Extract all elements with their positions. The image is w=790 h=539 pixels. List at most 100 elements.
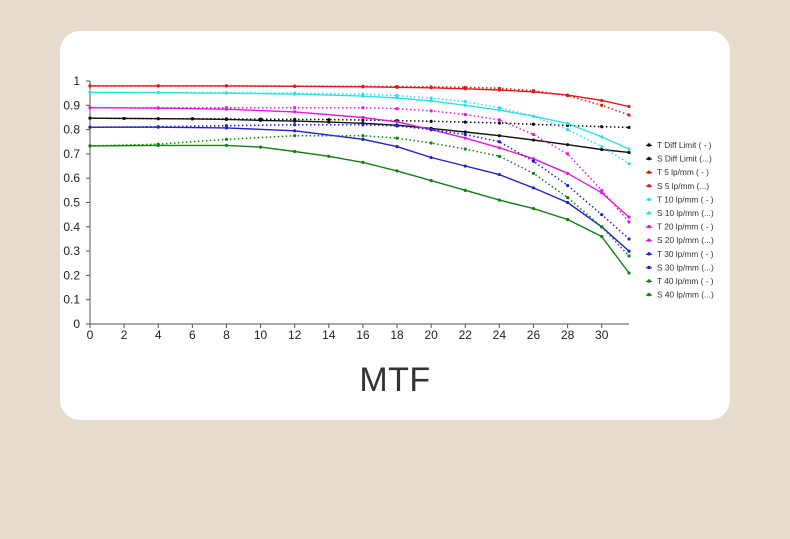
data-point — [627, 237, 631, 241]
data-point — [497, 140, 501, 144]
data-point — [293, 106, 297, 110]
data-point — [293, 84, 297, 88]
y-tick-label: 0.8 — [63, 123, 80, 137]
data-point — [429, 141, 433, 145]
data-point — [429, 179, 433, 183]
data-point — [395, 120, 399, 124]
data-point — [627, 147, 631, 151]
data-point — [429, 109, 433, 113]
data-point — [224, 106, 229, 110]
data-point — [190, 117, 194, 121]
data-point — [627, 220, 631, 224]
x-tick-label: 28 — [561, 328, 575, 342]
data-point — [224, 117, 229, 121]
y-tick-label: 1 — [73, 74, 80, 88]
data-point — [463, 147, 467, 151]
x-tick-label: 4 — [155, 328, 162, 342]
data-point — [627, 104, 631, 109]
data-point — [600, 103, 604, 107]
data-point — [293, 91, 297, 95]
data-point — [293, 134, 297, 138]
data-point — [497, 198, 501, 202]
y-tick-label: 0.3 — [63, 244, 80, 258]
data-point — [497, 106, 501, 110]
data-point — [463, 85, 467, 89]
data-point — [531, 171, 536, 175]
data-point — [293, 123, 297, 127]
data-point — [600, 188, 604, 192]
legend-swatch-marker — [647, 170, 651, 174]
legend-label: T 10 lp/mm ( - ) — [657, 194, 714, 204]
data-point — [258, 145, 263, 149]
data-point — [531, 138, 536, 142]
data-point — [156, 90, 160, 95]
data-point — [156, 84, 160, 88]
x-tick-label: 16 — [356, 328, 370, 342]
data-point — [565, 183, 570, 188]
data-point — [600, 147, 604, 152]
data-point — [497, 172, 501, 177]
data-point — [361, 134, 365, 138]
data-point — [565, 196, 570, 200]
x-tick-label: 22 — [459, 328, 473, 342]
data-point — [600, 145, 604, 149]
x-tick-label: 18 — [390, 328, 404, 342]
data-point — [156, 125, 160, 129]
legend-label: S 20 lp/mm (...) — [657, 235, 714, 245]
legend-label: T 40 lp/mm ( - ) — [657, 276, 714, 286]
data-point — [627, 162, 631, 166]
y-tick-label: 0.2 — [63, 268, 80, 282]
data-point — [395, 124, 399, 128]
chart-card: 0 2 4 6 8 10 12 14 16 18 20 22 24 26 28 30 0 0.1 0.2 0.3 0.4… — [60, 31, 730, 420]
data-point — [627, 113, 631, 117]
data-point — [429, 99, 433, 103]
data-point — [600, 191, 604, 195]
legend-swatch-marker — [647, 156, 651, 161]
data-point — [258, 117, 263, 121]
data-point — [565, 217, 570, 222]
data-point — [88, 144, 92, 148]
x-tick-label: 26 — [527, 328, 541, 342]
data-point — [293, 129, 297, 133]
x-tick-label: 6 — [189, 328, 196, 342]
data-point — [88, 84, 92, 88]
legend-swatch-marker — [647, 292, 651, 297]
legend-label: T 30 lp/mm ( - ) — [657, 249, 714, 259]
data-point — [497, 86, 501, 90]
data-point — [429, 119, 433, 123]
x-tick-label: 20 — [424, 328, 438, 342]
data-point — [600, 213, 604, 217]
series-line-11 — [89, 134, 630, 257]
data-point — [224, 91, 229, 95]
x-tick-label: 8 — [223, 328, 230, 342]
data-point — [429, 128, 433, 132]
data-point — [531, 132, 536, 137]
legend-swatch-marker — [647, 184, 651, 188]
y-tick-label: 0.1 — [63, 293, 80, 307]
legend-label: S 5 lp/mm (...) — [657, 181, 709, 191]
data-point — [156, 106, 160, 110]
data-point — [361, 106, 365, 110]
x-tick-label: 12 — [288, 328, 302, 342]
data-point — [463, 188, 467, 192]
data-point — [463, 164, 467, 168]
data-point — [600, 135, 604, 139]
data-point — [463, 130, 467, 134]
data-point — [395, 96, 399, 100]
data-point — [361, 160, 365, 165]
data-point — [122, 116, 126, 121]
data-point — [463, 112, 467, 117]
data-point — [565, 93, 570, 98]
data-point — [224, 126, 229, 130]
y-tick-label: 0.4 — [63, 220, 80, 234]
data-point — [327, 120, 331, 124]
data-point — [600, 125, 604, 129]
legend-label: S Diff Limit (...) — [657, 154, 712, 164]
data-point — [531, 206, 536, 211]
data-point — [627, 215, 631, 219]
legend-swatch-marker — [647, 279, 651, 283]
legend-swatch-marker — [647, 197, 651, 202]
data-point — [361, 137, 365, 141]
data-point — [565, 128, 570, 132]
data-point — [531, 159, 536, 163]
